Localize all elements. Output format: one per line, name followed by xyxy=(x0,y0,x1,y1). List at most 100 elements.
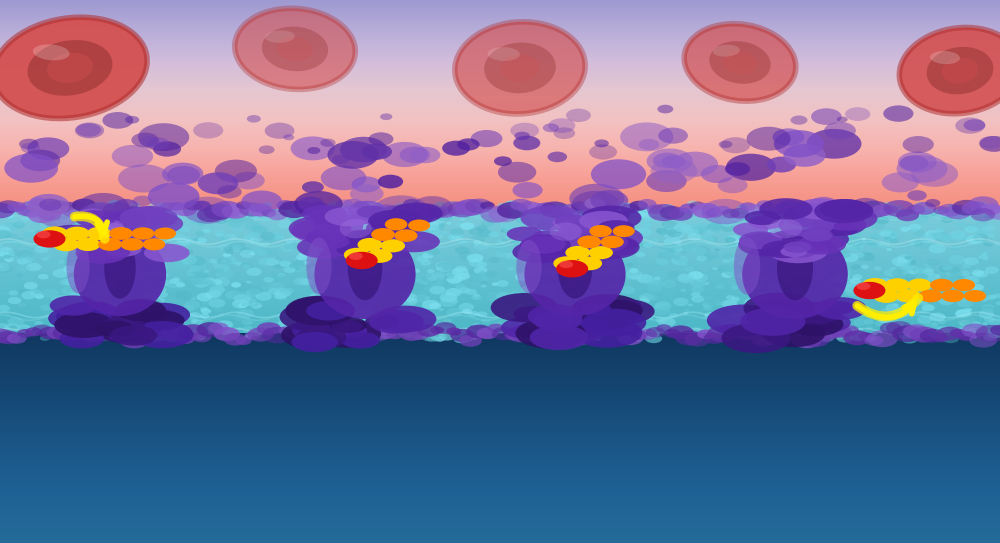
Ellipse shape xyxy=(74,232,166,316)
Circle shape xyxy=(333,228,343,233)
Circle shape xyxy=(524,334,539,343)
Circle shape xyxy=(526,331,550,344)
Ellipse shape xyxy=(28,40,112,96)
Ellipse shape xyxy=(602,237,638,252)
Circle shape xyxy=(677,274,694,283)
Circle shape xyxy=(777,262,782,265)
Circle shape xyxy=(664,211,672,215)
Circle shape xyxy=(105,259,119,267)
Circle shape xyxy=(625,270,643,280)
Circle shape xyxy=(878,280,894,288)
Circle shape xyxy=(953,279,975,291)
Circle shape xyxy=(370,209,381,215)
Circle shape xyxy=(885,278,910,292)
Ellipse shape xyxy=(128,212,183,235)
Circle shape xyxy=(975,220,989,228)
Circle shape xyxy=(505,252,519,260)
Circle shape xyxy=(673,232,683,238)
Circle shape xyxy=(100,279,116,288)
Circle shape xyxy=(611,301,628,311)
Circle shape xyxy=(4,154,58,182)
Circle shape xyxy=(692,225,708,234)
Circle shape xyxy=(585,260,600,269)
Circle shape xyxy=(784,315,791,319)
Ellipse shape xyxy=(557,222,612,244)
Circle shape xyxy=(613,330,628,338)
Circle shape xyxy=(577,297,587,302)
Circle shape xyxy=(909,239,920,245)
Circle shape xyxy=(428,207,446,218)
Circle shape xyxy=(358,268,376,278)
Circle shape xyxy=(792,226,798,229)
Circle shape xyxy=(241,303,247,306)
Circle shape xyxy=(322,270,330,274)
Circle shape xyxy=(369,281,374,284)
Circle shape xyxy=(836,336,843,340)
Circle shape xyxy=(175,244,184,249)
Circle shape xyxy=(757,307,763,310)
Circle shape xyxy=(338,330,351,337)
Circle shape xyxy=(294,277,309,286)
Circle shape xyxy=(61,279,74,286)
Circle shape xyxy=(884,231,898,238)
Circle shape xyxy=(47,217,60,225)
Circle shape xyxy=(70,234,79,239)
Circle shape xyxy=(86,224,102,232)
Circle shape xyxy=(776,205,784,209)
Circle shape xyxy=(313,322,330,331)
Circle shape xyxy=(746,244,758,251)
Circle shape xyxy=(615,310,632,319)
Circle shape xyxy=(222,256,237,264)
Circle shape xyxy=(660,206,685,219)
Circle shape xyxy=(84,230,94,235)
Circle shape xyxy=(48,199,66,209)
Circle shape xyxy=(26,230,36,235)
Circle shape xyxy=(957,312,966,317)
Circle shape xyxy=(279,261,291,267)
Circle shape xyxy=(478,229,491,236)
Circle shape xyxy=(924,230,942,240)
Circle shape xyxy=(954,222,965,228)
Circle shape xyxy=(504,216,513,220)
Circle shape xyxy=(704,296,713,300)
Circle shape xyxy=(659,225,676,233)
Circle shape xyxy=(562,264,579,273)
Circle shape xyxy=(834,273,850,281)
Circle shape xyxy=(387,218,398,224)
Circle shape xyxy=(393,203,407,210)
Circle shape xyxy=(791,116,807,125)
Circle shape xyxy=(462,213,471,218)
Circle shape xyxy=(477,203,488,210)
Circle shape xyxy=(547,315,552,319)
Circle shape xyxy=(541,331,559,340)
Circle shape xyxy=(829,325,852,338)
Circle shape xyxy=(400,230,407,234)
Ellipse shape xyxy=(390,209,433,226)
Circle shape xyxy=(404,225,419,233)
Circle shape xyxy=(696,255,707,261)
Circle shape xyxy=(402,298,417,306)
Circle shape xyxy=(893,295,905,301)
Circle shape xyxy=(167,166,200,184)
Circle shape xyxy=(437,212,453,221)
Ellipse shape xyxy=(826,223,858,236)
Circle shape xyxy=(159,268,167,273)
Circle shape xyxy=(428,216,445,225)
Ellipse shape xyxy=(66,301,118,324)
Circle shape xyxy=(521,293,539,302)
Circle shape xyxy=(310,264,327,274)
Circle shape xyxy=(246,268,262,276)
Ellipse shape xyxy=(521,236,566,254)
Circle shape xyxy=(931,322,938,326)
Ellipse shape xyxy=(930,51,960,64)
Circle shape xyxy=(938,320,946,324)
Circle shape xyxy=(97,276,105,280)
Circle shape xyxy=(692,247,707,255)
Circle shape xyxy=(184,300,200,310)
Circle shape xyxy=(420,267,430,273)
Circle shape xyxy=(224,234,237,241)
Circle shape xyxy=(421,332,438,342)
Circle shape xyxy=(656,258,668,265)
Circle shape xyxy=(336,226,349,233)
Circle shape xyxy=(476,262,487,267)
